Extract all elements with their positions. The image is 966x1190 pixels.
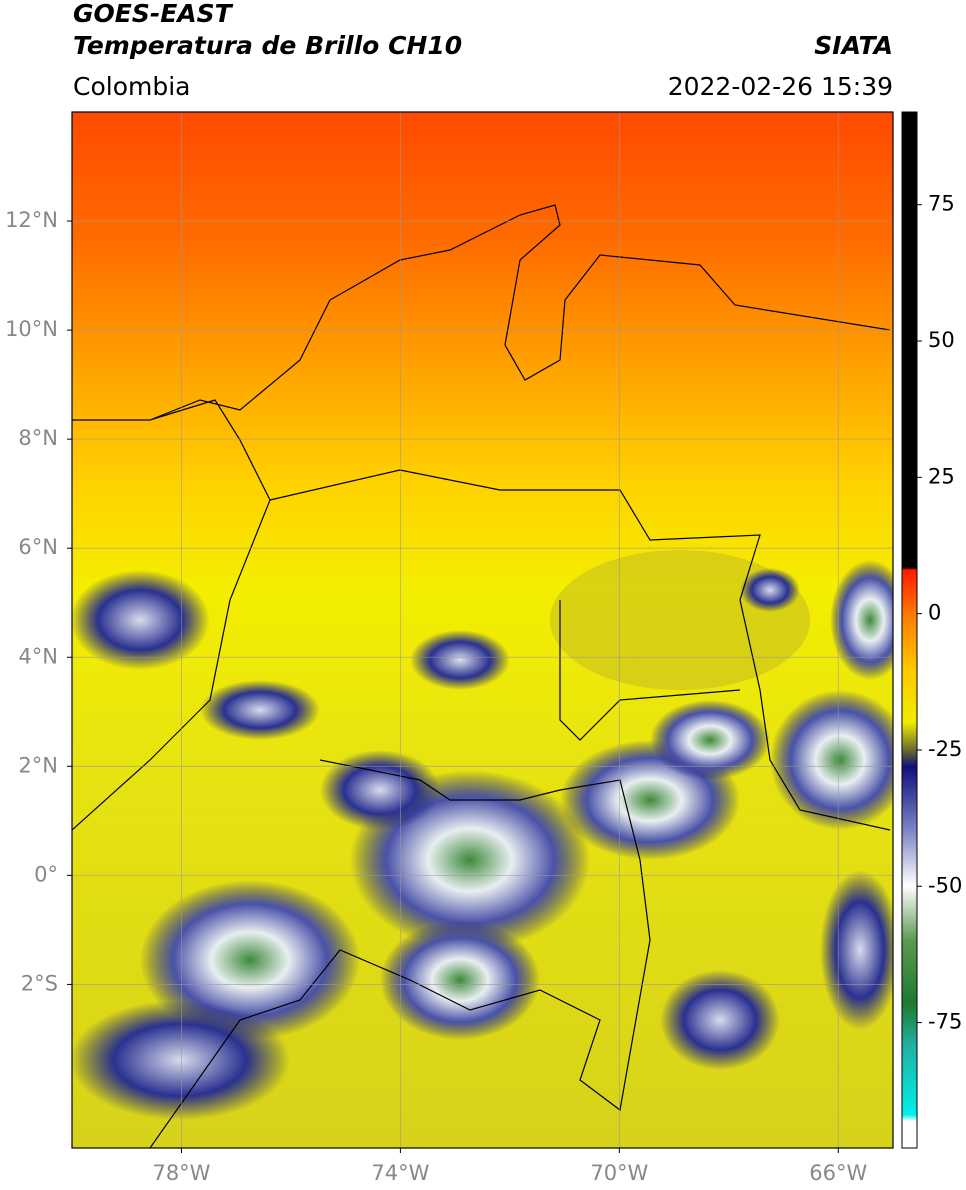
- y-tick-label: 8°N: [18, 426, 58, 450]
- x-tick-label: 78°W: [152, 1161, 210, 1185]
- colorbar-tick-label: 50: [928, 328, 955, 352]
- x-tick-label: 74°W: [371, 1161, 429, 1185]
- map-image: [72, 112, 893, 1148]
- datetime: 2022-02-26 15:39: [668, 72, 893, 101]
- x-tick-label: 66°W: [809, 1161, 867, 1185]
- colorbar-tick-label: 75: [928, 192, 955, 216]
- y-tick-label: 2°S: [21, 971, 58, 995]
- y-tick-label: 6°N: [18, 535, 58, 559]
- source: SIATA: [814, 31, 893, 60]
- y-tick-label: 10°N: [5, 317, 58, 341]
- y-tick-label: 2°N: [18, 753, 58, 777]
- product: Temperatura de Brillo CH10: [73, 31, 462, 60]
- region: Colombia: [73, 72, 190, 101]
- colorbar: [901, 111, 918, 1149]
- colorbar-tick-label: 0: [928, 601, 941, 625]
- x-tick-label: 70°W: [590, 1161, 648, 1185]
- colorbar-tick-label: -50: [928, 873, 962, 897]
- colorbar-tick-label: -75: [928, 1010, 962, 1034]
- colorbar-tick-label: 25: [928, 464, 955, 488]
- y-tick-label: 4°N: [18, 644, 58, 668]
- map-frame: [71, 111, 894, 1149]
- y-tick-label: 0°: [34, 862, 58, 886]
- colorbar-tick-label: -25: [928, 737, 962, 761]
- satellite: GOES-EAST: [73, 0, 234, 28]
- y-tick-label: 12°N: [5, 208, 58, 232]
